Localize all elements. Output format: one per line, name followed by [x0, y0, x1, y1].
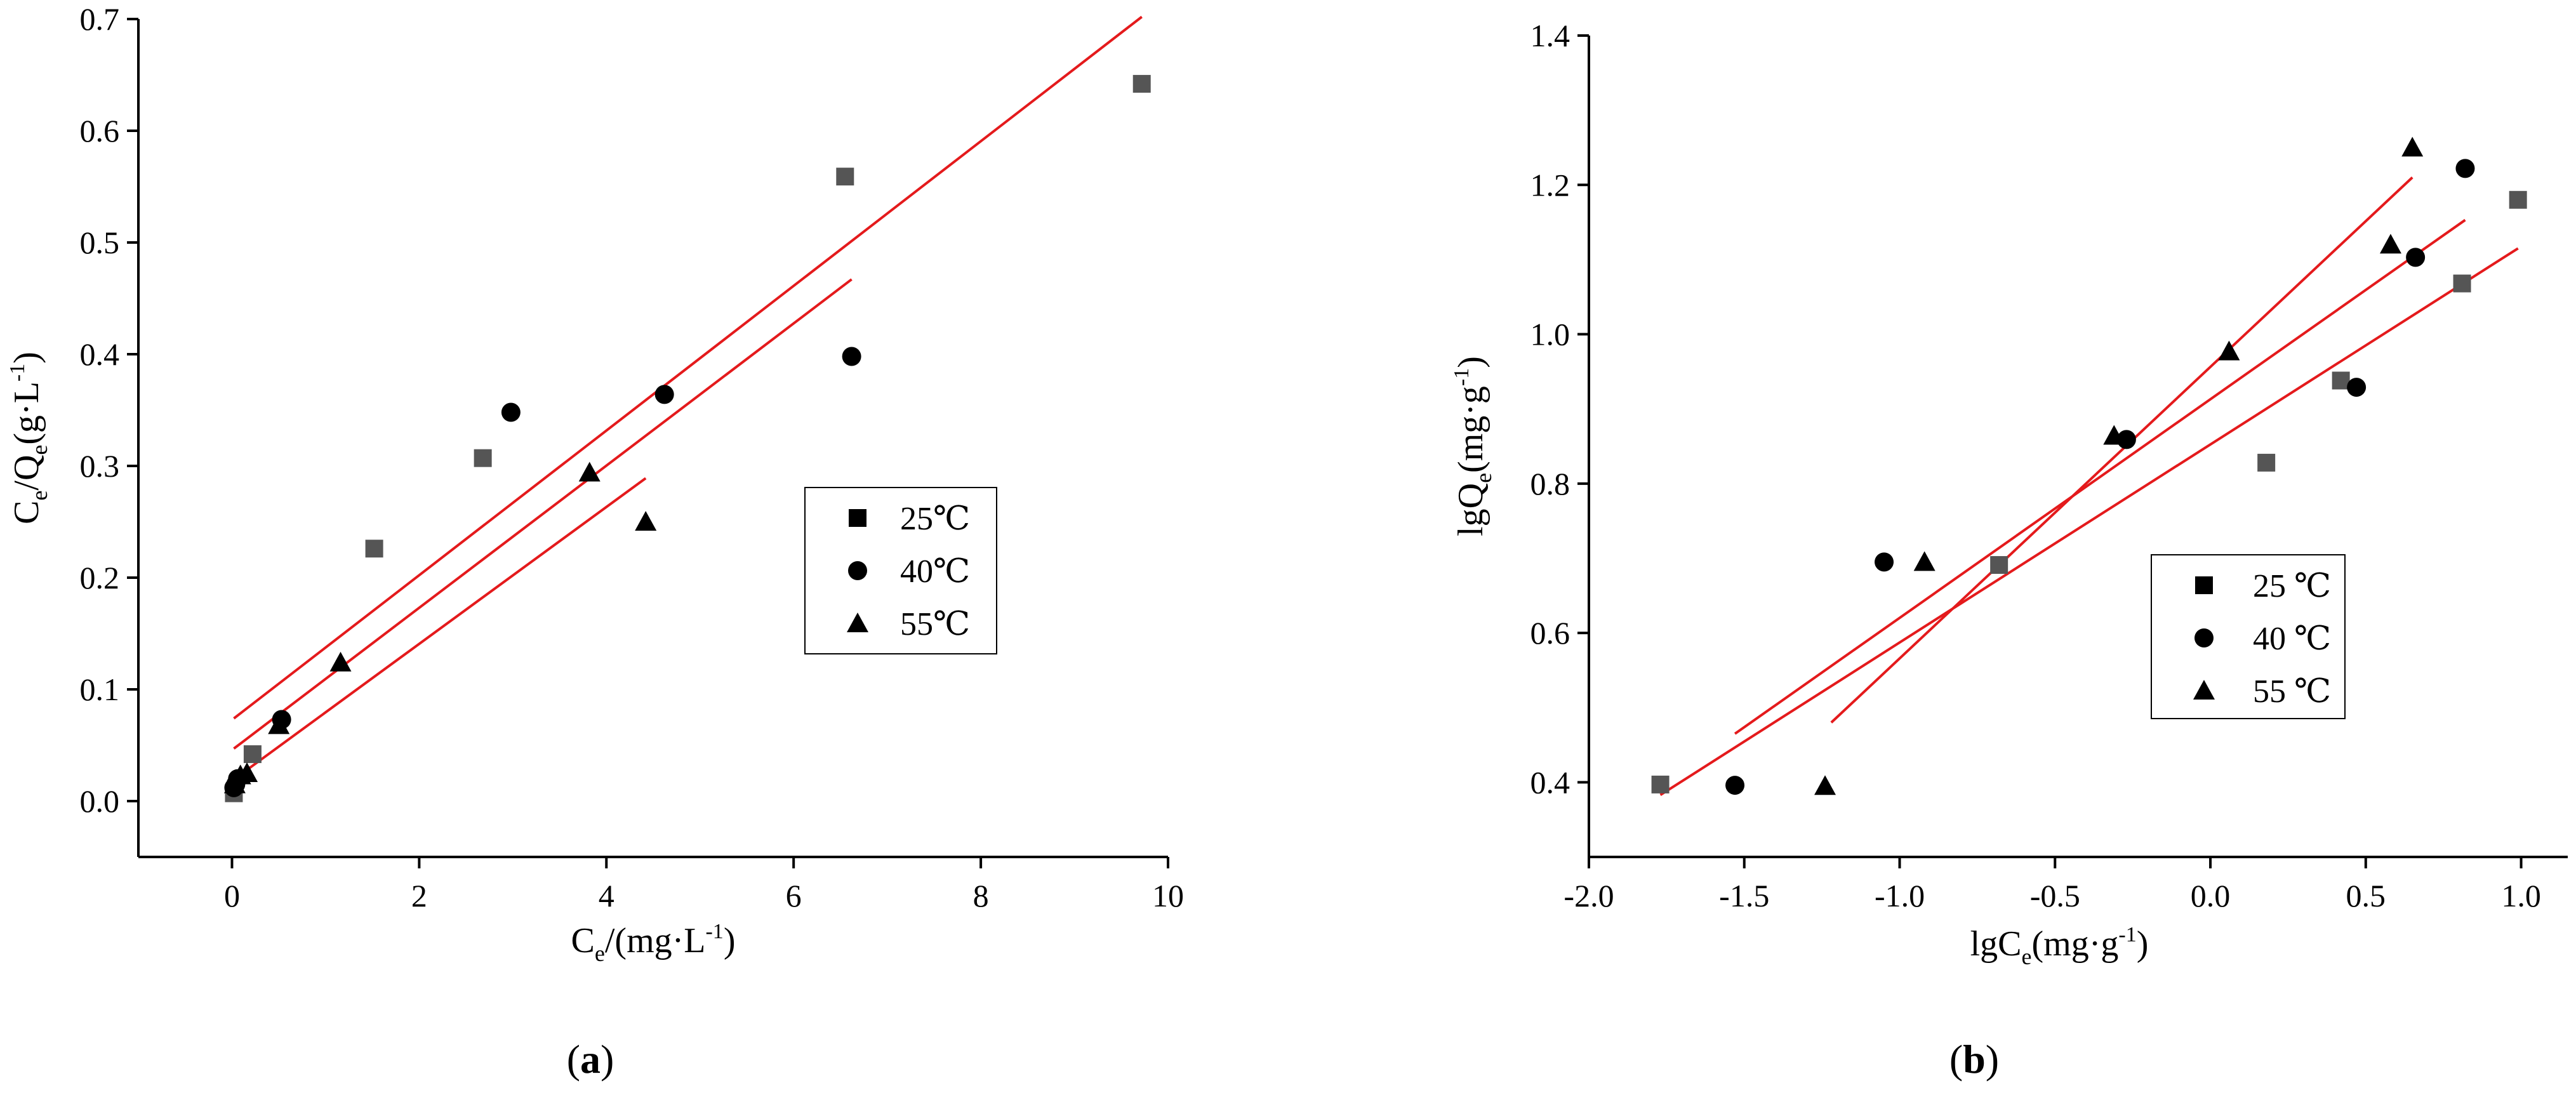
- x-tick-label: -0.5: [2030, 878, 2080, 913]
- legend-marker-series-2: [848, 561, 867, 580]
- fit-line-series-1: [233, 15, 1143, 720]
- y-tick-label: 1.2: [1530, 167, 1570, 202]
- y-tick-label: 0.7: [80, 1, 120, 37]
- data-point-series-1: [2257, 453, 2276, 472]
- data-point-series-3: [578, 461, 601, 482]
- legend-marker-series-3: [2193, 680, 2215, 700]
- data-point-series-2: [2455, 159, 2475, 178]
- x-axis-title: Ce/(mg·L-1): [571, 920, 736, 966]
- fit-line-series-3: [1830, 176, 2413, 724]
- y-tick-label: 0.3: [80, 448, 120, 484]
- x-axis-title: lgCe(mg·g-1): [1970, 923, 2149, 969]
- legend-label: 25 ℃: [2253, 568, 2331, 604]
- data-point-series-3: [236, 762, 258, 782]
- data-point-series-3: [1913, 551, 1935, 571]
- y-tick-label: 0.4: [1530, 764, 1570, 800]
- y-tick-label: 0.5: [80, 225, 120, 260]
- data-point-series-1: [474, 449, 492, 467]
- data-point-series-3: [635, 511, 657, 531]
- data-point-series-3: [2401, 136, 2424, 157]
- legend-label: 55℃: [900, 606, 970, 642]
- x-tick-label: 10: [1152, 878, 1184, 913]
- y-axis-title: Ce/Qe(g·L-1): [6, 352, 52, 524]
- chart-a: 0 2 4 6 8 10 0.0 0.1 0.2 0.3 0.4 0.5 0.6 0.7 25℃ 40℃ 55℃…: [6, 1, 1184, 1082]
- data-point-series-3: [268, 714, 290, 734]
- legend: 25 ℃ 40 ℃ 55 ℃: [2151, 554, 2346, 719]
- y-tick-label: 1.4: [1530, 18, 1570, 53]
- legend-marker-series-1: [849, 509, 866, 527]
- fit-line-series-3: [234, 477, 647, 780]
- y-tick-label: 0.2: [80, 560, 120, 595]
- y-tick-label: 0.4: [80, 336, 120, 372]
- data-point-series-1: [243, 745, 262, 764]
- data-point-series-1: [1132, 75, 1151, 93]
- x-tick-label: -2.0: [1564, 878, 1614, 913]
- data-point-series-3: [329, 651, 352, 672]
- x-tick-label: 0.0: [2191, 878, 2231, 913]
- data-point-series-3: [2103, 425, 2125, 445]
- panel-label: (b): [1949, 1037, 1999, 1082]
- x-tick-label: 6: [786, 878, 802, 913]
- data-point-series-2: [501, 402, 521, 422]
- data-point-series-1: [1651, 775, 1670, 793]
- data-point-series-1: [2453, 274, 2471, 293]
- data-point-series-3: [2379, 234, 2401, 254]
- fit-line-series-1: [1659, 247, 2519, 797]
- data-point-series-3: [1814, 775, 1836, 795]
- y-axis-title: lgQe(mg·g-1): [1450, 356, 1496, 536]
- chart-b: -2.0 -1.5 -1.0 -0.5 0.0 0.5 1.0 0.4 0.6 0.8 1.0 1.2…: [1450, 18, 2568, 1082]
- data-point-series-1: [1990, 556, 2008, 574]
- x-tick-label: 2: [411, 878, 427, 913]
- legend-box: [2151, 554, 2346, 719]
- fit-line-series-2: [1734, 218, 2466, 735]
- legend-box: [804, 487, 997, 654]
- x-tick-label: 0.5: [2346, 878, 2386, 913]
- x-tick-label: 0: [224, 878, 240, 913]
- data-point-series-2: [2347, 378, 2367, 397]
- x-tick-label: 4: [599, 878, 614, 913]
- x-tick-label: -1.5: [1719, 878, 1769, 913]
- legend-label: 40℃: [900, 554, 970, 590]
- y-tick-label: 0.0: [80, 783, 120, 819]
- legend-label: 40 ℃: [2253, 621, 2331, 657]
- y-tick-label: 1.0: [1530, 317, 1570, 352]
- legend-label: 55 ℃: [2253, 674, 2331, 710]
- y-tick-label: 0.6: [1530, 615, 1570, 651]
- data-point-series-1: [2332, 371, 2350, 390]
- y-tick-label: 0.8: [1530, 466, 1570, 501]
- legend: 25℃ 40℃ 55℃: [804, 487, 997, 654]
- legend-marker-series-1: [2195, 576, 2213, 594]
- legend-label: 25℃: [900, 501, 970, 537]
- data-point-series-2: [1875, 552, 1894, 572]
- data-point-series-2: [2406, 248, 2426, 267]
- legend-marker-series-3: [847, 613, 868, 632]
- data-point-series-3: [2218, 340, 2240, 361]
- panel-label: (a): [567, 1037, 614, 1082]
- y-tick-label: 0.6: [80, 113, 120, 149]
- data-point-series-2: [842, 347, 861, 366]
- x-tick-label: -1.0: [1875, 878, 1925, 913]
- legend-marker-series-2: [2194, 628, 2214, 647]
- x-tick-label: 1.0: [2501, 878, 2541, 913]
- data-point-series-1: [2509, 190, 2527, 209]
- data-point-series-2: [654, 385, 674, 404]
- data-point-series-1: [836, 168, 854, 186]
- fit-line-series-2: [233, 278, 853, 750]
- data-point-series-1: [365, 540, 383, 558]
- y-tick-label: 0.1: [80, 672, 120, 707]
- data-point-series-2: [1725, 776, 1745, 795]
- x-tick-label: 8: [973, 878, 989, 913]
